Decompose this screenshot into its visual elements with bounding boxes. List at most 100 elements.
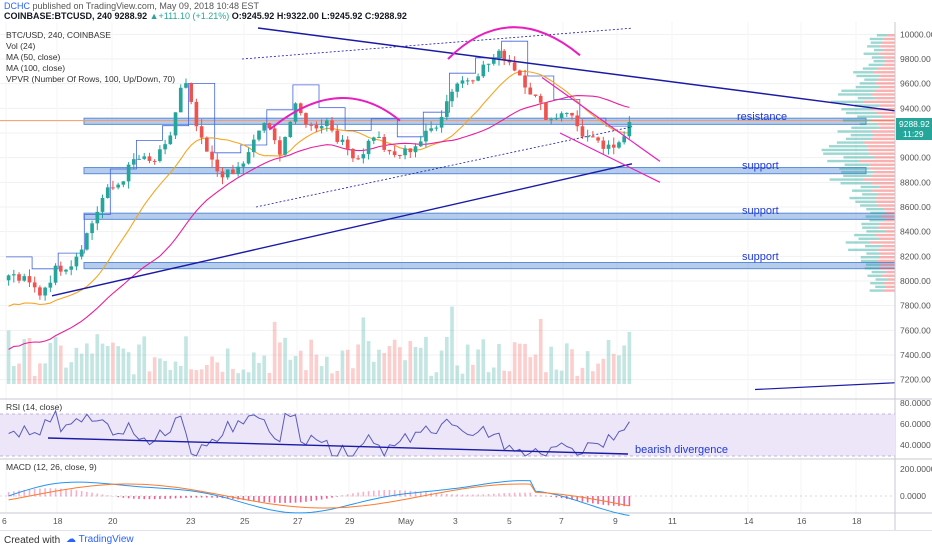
vpvr-down-bar xyxy=(869,167,895,170)
candle-up xyxy=(246,152,251,164)
candle-up xyxy=(11,274,16,276)
volume-bar xyxy=(486,372,491,384)
vpvr-up-bar xyxy=(841,89,875,92)
ohlc-low: L:9245.92 xyxy=(321,11,363,21)
vpvr-up-bar xyxy=(858,237,879,240)
macd-hist-bar xyxy=(91,492,93,497)
candle-up xyxy=(361,154,366,159)
candle-up xyxy=(79,249,84,257)
volume-bar xyxy=(38,363,42,384)
candle-down xyxy=(304,113,308,125)
vpvr-up-bar xyxy=(860,204,878,207)
volume-bar xyxy=(439,350,444,384)
candle-up xyxy=(262,123,267,131)
candle-down xyxy=(538,95,543,103)
volume-bar xyxy=(382,352,387,384)
candle-up xyxy=(324,120,329,127)
rsi-divergence-line[interactable] xyxy=(47,437,629,455)
support-label-3: support xyxy=(742,251,779,263)
vpvr-up-bar xyxy=(856,74,881,78)
candle-up xyxy=(163,144,167,150)
volume-bar xyxy=(58,345,63,384)
volume-bar xyxy=(424,336,428,384)
vpvr-down-bar xyxy=(878,248,895,252)
candle-up xyxy=(74,256,79,267)
vpvr-up-bar xyxy=(862,193,879,196)
volume-bar xyxy=(43,363,47,384)
macd-hist-bar xyxy=(44,488,46,497)
price-tick-label: 8400.00 xyxy=(900,227,931,237)
volume-bar xyxy=(622,345,627,384)
macd-hist-bar xyxy=(263,496,266,503)
volume-bar xyxy=(559,370,564,384)
vpvr-down-bar xyxy=(878,193,895,196)
volume-bar xyxy=(241,369,246,384)
time-tick-label: 27 xyxy=(293,516,303,526)
candle-down xyxy=(278,140,282,155)
candle-down xyxy=(345,139,350,149)
price-axis[interactable]: 10000.009800.009600.009400.009200.009000… xyxy=(900,29,932,384)
macd-hist-bar xyxy=(451,494,453,497)
macd-hist-bar xyxy=(607,496,610,506)
macd-hist-bar xyxy=(96,493,99,497)
vpvr-down-bar xyxy=(883,63,895,67)
volume-bar xyxy=(387,345,392,384)
vpvr-down-bar xyxy=(871,174,895,178)
volume-bar xyxy=(518,343,522,384)
vpvr-down-bar xyxy=(871,130,895,133)
volume-bar xyxy=(533,354,538,384)
footer: Created with ☁ TradingView xyxy=(0,530,932,551)
volume-bar xyxy=(53,336,58,384)
volume-bar xyxy=(460,373,465,384)
price-chart[interactable]: 10000.009800.009600.009400.009200.009000… xyxy=(0,22,932,530)
candle-down xyxy=(398,155,402,157)
price-tick-label: 8800.00 xyxy=(900,177,931,187)
vpvr-down-bar xyxy=(872,189,895,192)
volume-bar xyxy=(455,365,460,384)
macd-hist-bar xyxy=(492,493,495,497)
time-tick-label: 7 xyxy=(559,516,564,526)
vpvr-down-bar xyxy=(863,178,895,181)
volume-bar xyxy=(528,357,533,384)
macd-hist-bar xyxy=(80,491,83,497)
publisher-name[interactable]: DCHC xyxy=(4,1,30,11)
macd-hist-bar xyxy=(159,496,161,500)
candle-up xyxy=(418,141,423,147)
volume-bar xyxy=(544,372,548,384)
time-axis[interactable]: 6 18 20 23 25 27 29 May 3 5 7 9 11 14 16 18 xyxy=(2,516,862,526)
support-zone xyxy=(83,262,896,270)
volume-bar xyxy=(225,348,230,384)
volume-bar xyxy=(596,363,600,384)
macd-hist-bar xyxy=(211,496,213,498)
macd-hist-bar xyxy=(623,496,625,507)
macd-hist-bar xyxy=(7,492,10,497)
price-tick-label: 7200.00 xyxy=(900,375,931,385)
price-badge-time: 11:29 xyxy=(903,129,924,139)
volume-bar xyxy=(585,351,590,384)
candle-up xyxy=(43,287,47,296)
vpvr-up-bar xyxy=(850,133,875,137)
volume-bar xyxy=(429,375,433,384)
vpvr-up-bar xyxy=(851,126,880,129)
volume-bar xyxy=(298,350,303,384)
vpvr-down-bar xyxy=(874,89,895,92)
vpvr-up-bar xyxy=(859,82,876,85)
vpvr-down-bar xyxy=(878,122,895,126)
candle-down xyxy=(147,156,152,161)
candle-up xyxy=(116,184,120,188)
vpvr-down-bar xyxy=(873,71,895,74)
tradingview-logo-link[interactable]: ☁ TradingView xyxy=(66,534,134,545)
macd-hist-bar xyxy=(174,496,177,499)
volume-bar xyxy=(413,346,418,384)
volume-bar xyxy=(491,367,496,384)
vpvr-up-bar xyxy=(829,178,864,181)
macd-hist-bar xyxy=(294,496,297,503)
volume-bar xyxy=(304,370,308,384)
vpvr-down-bar xyxy=(882,41,895,44)
macd-hist-bar xyxy=(226,496,229,499)
vpvr-up-bar xyxy=(875,285,886,289)
volume-bar xyxy=(22,339,27,384)
vpvr-up-bar xyxy=(845,111,877,115)
resistance-label: resistance xyxy=(737,111,787,123)
candle-down xyxy=(570,112,574,116)
